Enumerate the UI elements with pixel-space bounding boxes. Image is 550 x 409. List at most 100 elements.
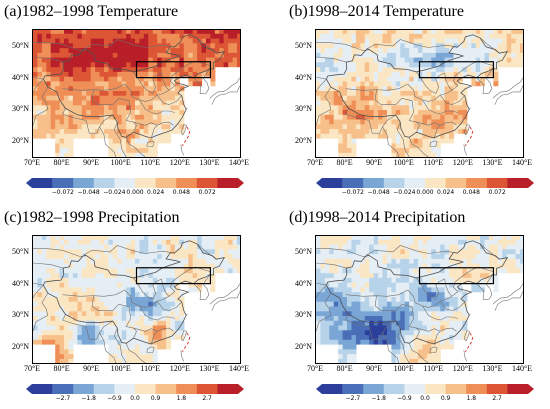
- lon-label: 110°E: [140, 364, 161, 373]
- colorbar-tick-label: 0.024: [147, 189, 165, 196]
- lon-label: 80°E: [336, 364, 353, 373]
- colorbar-segment: [114, 384, 136, 394]
- country-borders: [316, 37, 523, 157]
- colorbar-segment: [316, 384, 343, 394]
- lon-label: 120°E: [169, 364, 190, 373]
- colorbar-tick-label: 0.048: [172, 189, 190, 196]
- lon-label: 70°E: [23, 158, 41, 167]
- map-a: [32, 29, 241, 158]
- colorbar-segment: [217, 178, 244, 188]
- lon-label: 120°E: [452, 158, 473, 167]
- china-outline: [42, 240, 226, 345]
- colorbar-tick-label: 1.8: [466, 395, 477, 402]
- map-d: [315, 235, 524, 364]
- panel-title-b: (b)1998–2014 Temperature: [289, 3, 464, 20]
- panel-title-c: (c)1982–1998 Precipitation: [4, 209, 180, 226]
- lat-label: 40°N: [12, 72, 29, 82]
- colorbar-segment: [445, 384, 467, 394]
- colorbar-segment: [342, 178, 364, 188]
- colorbar-tick-label: 1.8: [176, 395, 187, 402]
- lat-label: 50°N: [12, 40, 29, 50]
- colorbar-tick-label: 0.000: [416, 189, 434, 196]
- study-region-box: [135, 61, 212, 79]
- lat-label: 40°N: [295, 278, 312, 288]
- lat-label: 20°N: [12, 136, 29, 146]
- colorbar-tick-label: 0.000: [126, 189, 144, 196]
- colorbar-segment: [93, 384, 115, 394]
- colorbar-segment: [52, 178, 74, 188]
- maritime-dashed-line: [181, 332, 191, 353]
- colorbar-segment: [466, 384, 488, 394]
- anomaly-field: [33, 236, 240, 363]
- colorbar-tick-label: −0.9: [107, 395, 122, 402]
- colorbar-tick-label: 0.0: [130, 395, 140, 402]
- lat-label: 50°N: [295, 246, 312, 256]
- lon-label: 90°E: [83, 158, 100, 167]
- colorbar-segment: [486, 384, 508, 394]
- colorbar-segment: [26, 178, 53, 188]
- colorbar-segment: [507, 178, 534, 188]
- lon-label: 130°E: [199, 158, 220, 167]
- panel-title-a: (a)1982–1998 Temperature: [4, 3, 179, 20]
- colorbar-segment: [155, 384, 177, 394]
- lat-label: 30°N: [295, 310, 312, 320]
- country-borders: [33, 37, 240, 157]
- maritime-dashed-line: [464, 332, 474, 353]
- colorbar-tick-label: −2.7: [55, 395, 71, 402]
- colorbar-tick-label: −1.8: [81, 395, 96, 402]
- lon-label: 90°E: [366, 364, 383, 373]
- panel-title-d: (d)1998–2014 Precipitation: [289, 209, 466, 226]
- lon-label: 110°E: [140, 158, 161, 167]
- lon-label: 120°E: [452, 364, 473, 373]
- colorbar-segment: [196, 384, 218, 394]
- colorbar-segment: [404, 178, 426, 188]
- colorbar-segment: [383, 178, 405, 188]
- colorbar-tick-label: −0.9: [397, 395, 412, 402]
- colorbar-tick-label: −1.8: [371, 395, 386, 402]
- lon-label: 100°E: [110, 364, 131, 373]
- colorbar-segment: [73, 178, 95, 188]
- lon-label: 140°E: [511, 158, 533, 167]
- colorbar-tick-label: −0.024: [393, 189, 416, 196]
- lon-label: 140°E: [228, 158, 250, 167]
- lat-label: 30°N: [12, 104, 29, 114]
- study-region-box: [418, 61, 495, 79]
- colorbar-segment: [466, 178, 488, 188]
- colorbar-tick-label: 2.7: [492, 395, 502, 402]
- lon-label: 80°E: [53, 364, 70, 373]
- colorbar-segment: [135, 384, 157, 394]
- lat-label: 40°N: [12, 278, 29, 288]
- colorbar-segment: [93, 178, 115, 188]
- colorbar-segment: [363, 384, 385, 394]
- lon-label: 100°E: [393, 158, 414, 167]
- lon-label: 120°E: [169, 158, 190, 167]
- lon-label: 110°E: [423, 364, 444, 373]
- lat-label: 30°N: [295, 104, 312, 114]
- lat-label: 20°N: [295, 342, 312, 352]
- colorbar-segment: [445, 178, 467, 188]
- colorbar-segment: [196, 178, 218, 188]
- lat-label: 40°N: [295, 72, 312, 82]
- map-b: [315, 29, 524, 158]
- colorbar-c: [26, 384, 244, 394]
- colorbar-tick-label: −0.048: [77, 189, 100, 196]
- colorbar-tick-label: 2.7: [202, 395, 212, 402]
- lon-label: 70°E: [306, 364, 324, 373]
- colorbar-segment: [26, 384, 53, 394]
- china-outline: [325, 240, 509, 345]
- map-field-b: [316, 30, 523, 157]
- lon-label: 80°E: [53, 158, 70, 167]
- colorbar-tick-label: 0.9: [440, 395, 451, 402]
- colorbar-tick-label: −2.7: [345, 395, 361, 402]
- maritime-dashed-line: [181, 126, 191, 147]
- lon-label: 130°E: [482, 158, 503, 167]
- lon-label: 130°E: [199, 364, 220, 373]
- colorbar-segment: [404, 384, 426, 394]
- lat-label: 50°N: [12, 246, 29, 256]
- colorbar-segment: [383, 384, 405, 394]
- colorbar-segment: [342, 384, 364, 394]
- lat-label: 20°N: [12, 342, 29, 352]
- colorbar-tick-label: 0.024: [437, 189, 455, 196]
- map-c: [32, 235, 241, 364]
- lon-label: 100°E: [393, 364, 414, 373]
